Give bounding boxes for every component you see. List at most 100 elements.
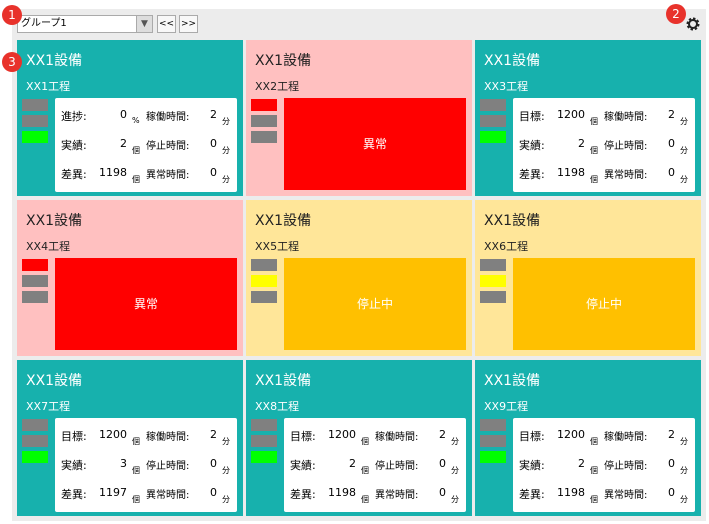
process-name: XX1工程	[26, 80, 71, 93]
info-value: 2	[439, 428, 446, 441]
status-light	[22, 275, 48, 287]
info-unit: 個	[590, 117, 598, 126]
info-label: 異常時間:	[604, 490, 648, 501]
status-alert: 異常	[55, 258, 237, 350]
settings-icon[interactable]	[684, 15, 702, 33]
info-value: 3	[120, 457, 127, 470]
info-unit: 個	[590, 495, 598, 504]
info-value: 1200	[99, 428, 127, 441]
info-label: 稼働時間:	[604, 112, 648, 123]
info-box: 目標: 1200 個稼働時間: 2 分実績: 2 個停止時間: 0 分差異: 1198 個異常時間:…	[513, 418, 695, 512]
info-label: 停止時間:	[604, 461, 648, 472]
info-unit: 分	[222, 466, 230, 475]
info-unit: 分	[680, 117, 688, 126]
next-button[interactable]: >>	[179, 15, 198, 33]
info-value: 1200	[557, 108, 585, 121]
info-label: 実績:	[61, 139, 87, 152]
status-light	[251, 291, 277, 303]
info-value: 0	[210, 486, 217, 499]
info-label: 目標:	[519, 110, 545, 123]
process-name: XX2工程	[255, 80, 300, 93]
info-value: 2	[578, 457, 585, 470]
equipment-name: XX1設備	[484, 213, 541, 229]
status-light	[251, 259, 277, 271]
status-light	[22, 291, 48, 303]
info-value: 0	[210, 457, 217, 470]
info-unit: 分	[222, 117, 230, 126]
info-value: 0	[668, 166, 675, 179]
info-label: 稼働時間:	[604, 432, 648, 443]
status-light	[251, 99, 277, 111]
status-light	[22, 115, 48, 127]
status-light	[480, 259, 506, 271]
info-unit: 分	[680, 466, 688, 475]
info-value: 0	[668, 137, 675, 150]
status-light	[251, 419, 277, 431]
info-unit: 個	[361, 437, 369, 446]
info-label: 目標:	[519, 430, 545, 443]
info-label: 実績:	[519, 459, 545, 472]
panel: XX1設備 XX6工程 停止中	[475, 200, 701, 356]
process-name: XX3工程	[484, 80, 529, 93]
info-value: 0	[439, 486, 446, 499]
info-unit: 個	[590, 466, 598, 475]
info-label: 実績:	[290, 459, 316, 472]
info-unit: 個	[361, 466, 369, 475]
status-light	[251, 275, 277, 287]
equipment-name: XX1設備	[255, 373, 312, 389]
status-alert: 異常	[284, 98, 466, 190]
panel: XX1設備 XX3工程 目標: 1200 個稼働時間: 2 分実績: 2 個停止時間: 0 分差異:…	[475, 40, 701, 196]
info-label: 差異:	[290, 488, 316, 501]
panel: XX1設備 XX8工程 目標: 1200 個稼働時間: 2 分実績: 2 個停止時間: 0 分差異:…	[246, 360, 472, 516]
group-select-text: グループ1	[21, 18, 67, 29]
info-label: 差異:	[61, 168, 87, 181]
info-unit: 分	[680, 495, 688, 504]
info-label: 異常時間:	[375, 490, 419, 501]
info-value: 2	[349, 457, 356, 470]
info-unit: 個	[132, 175, 140, 184]
status-light	[480, 419, 506, 431]
equipment-name: XX1設備	[484, 53, 541, 69]
dropdown-arrow[interactable]: ▼	[136, 16, 152, 32]
info-value: 1198	[99, 166, 127, 179]
panel: XX1設備 XX7工程 目標: 1200 個稼働時間: 2 分実績: 3 個停止時間: 0 分差異:…	[17, 360, 243, 516]
info-unit: 個	[132, 146, 140, 155]
equipment-name: XX1設備	[255, 213, 312, 229]
process-name: XX9工程	[484, 400, 529, 413]
info-unit: 分	[222, 146, 230, 155]
status-light	[22, 259, 48, 271]
status-light	[480, 115, 506, 127]
status-light	[22, 419, 48, 431]
info-label: 停止時間:	[146, 141, 190, 152]
info-value: 2	[578, 137, 585, 150]
info-unit: 分	[680, 437, 688, 446]
info-unit: 個	[590, 175, 598, 184]
info-value: 2	[210, 428, 217, 441]
info-value: 2	[210, 108, 217, 121]
status-light	[251, 451, 277, 463]
info-label: 稼働時間:	[146, 432, 190, 443]
process-name: XX4工程	[26, 240, 71, 253]
info-label: 稼働時間:	[146, 112, 190, 123]
equipment-name: XX1設備	[26, 213, 83, 229]
status-light	[480, 291, 506, 303]
info-box: 目標: 1200 個稼働時間: 2 分実績: 3 個停止時間: 0 分差異: 1197 個異常時間:…	[55, 418, 237, 512]
info-value: 1198	[557, 166, 585, 179]
status-light	[22, 451, 48, 463]
panel: XX1設備 XX1工程 進捗: 0% 稼働時間: 2 分実績: 2 個停止時間: 0 分差異: 119…	[17, 40, 243, 196]
info-unit: 分	[451, 495, 459, 504]
status-light	[480, 451, 506, 463]
info-unit: 分	[222, 437, 230, 446]
info-unit: %	[132, 116, 140, 125]
info-unit: 分	[222, 495, 230, 504]
prev-button[interactable]: <<	[157, 15, 176, 33]
group-select[interactable]: グループ1 ▼	[17, 15, 153, 33]
process-name: XX5工程	[255, 240, 300, 253]
info-value: 1200	[557, 428, 585, 441]
info-label: 停止時間:	[604, 141, 648, 152]
info-value: 0	[210, 137, 217, 150]
info-label: 目標:	[61, 430, 87, 443]
process-name: XX6工程	[484, 240, 529, 253]
panel: XX1設備 XX5工程 停止中	[246, 200, 472, 356]
